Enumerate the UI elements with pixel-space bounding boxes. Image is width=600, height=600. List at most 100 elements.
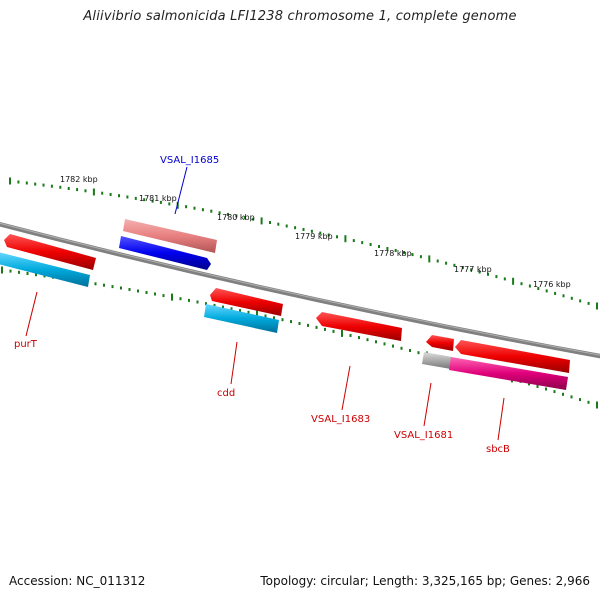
tick-mark (76, 188, 79, 192)
tick-mark (445, 261, 448, 265)
tick-mark (553, 390, 556, 394)
tick-mark (419, 255, 422, 259)
tick-mark (103, 283, 105, 287)
tick-mark (537, 287, 540, 290)
tick-mark (201, 208, 204, 212)
tick-mark (193, 206, 196, 210)
tick-mark (35, 273, 37, 277)
tick-mark (324, 327, 326, 331)
gene-sbcB[interactable] (455, 340, 570, 373)
tick-mark (143, 198, 146, 202)
tick-mark (26, 272, 29, 275)
tick-mark (417, 351, 420, 355)
tick-mark (361, 241, 364, 245)
tick-mark (411, 253, 414, 257)
tick-mark (403, 251, 406, 255)
gene-cyan-2[interactable] (204, 304, 279, 333)
tick-mark (18, 270, 20, 274)
tick-mark (126, 195, 129, 199)
tick-mark (375, 340, 377, 344)
tick-mark (394, 249, 397, 252)
genome-stats-text: Topology: circular; Length: 3,325,165 bp… (260, 574, 590, 588)
gene-VSAL_I1683[interactable] (316, 312, 402, 341)
tick-mark (235, 214, 238, 218)
tick-mark (349, 334, 352, 337)
tick-mark (205, 302, 207, 306)
gene-VSAL_I1685[interactable] (123, 219, 217, 253)
tick-mark (453, 263, 456, 267)
tick-mark (528, 284, 531, 288)
leader-VSAL_I1685 (174, 166, 188, 215)
leader-VSAL_I1683 (341, 365, 351, 411)
tick-mark (277, 222, 280, 226)
gene-purT[interactable] (4, 234, 96, 270)
gene-cyan-1[interactable] (0, 252, 90, 287)
gene-label-VSAL_I1681[interactable]: VSAL_I1681 (394, 430, 453, 441)
tick-mark (487, 272, 489, 276)
tick-mark (341, 329, 343, 337)
tick-mark (579, 398, 581, 402)
tick-mark (256, 310, 258, 318)
tick-mark (218, 211, 221, 215)
tick-mark (59, 185, 62, 189)
tick-mark (294, 226, 297, 230)
gene-label-purT[interactable]: purT (14, 339, 38, 350)
tick-mark (596, 401, 598, 409)
tick-mark (154, 292, 156, 296)
map-title: Aliivibrio salmonicida LFI1238 chromosom… (83, 9, 517, 24)
tick-mark (101, 191, 104, 195)
kbp-label: 1781 kbp (139, 194, 177, 203)
gene-blue[interactable] (119, 236, 211, 270)
tick-mark (17, 180, 20, 184)
tick-mark (260, 217, 263, 225)
tick-mark (230, 307, 233, 311)
tick-mark (196, 300, 199, 304)
tick-mark (179, 297, 182, 301)
tick-mark (239, 309, 241, 313)
tick-mark (545, 387, 547, 391)
tick-mark (461, 266, 464, 270)
tick-mark (43, 274, 46, 278)
gene-label-sbcB[interactable]: sbcB (486, 444, 510, 455)
tick-mark (470, 268, 473, 272)
tick-mark (428, 255, 431, 263)
gene-magenta[interactable] (449, 357, 568, 390)
tick-mark (570, 395, 573, 399)
tick-mark (596, 302, 598, 310)
gene-VSAL_I1681[interactable] (426, 335, 454, 351)
tick-mark (111, 285, 114, 289)
gene-label-VSAL_I1683[interactable]: VSAL_I1683 (311, 414, 370, 425)
tick-mark (545, 289, 548, 293)
tick-mark (436, 259, 439, 263)
accession-text: Accession: NC_011312 (9, 574, 146, 588)
tick-mark (358, 336, 360, 340)
tick-mark (162, 294, 165, 298)
tick-mark (409, 349, 411, 352)
tick-mark (168, 202, 171, 206)
tick-mark (554, 291, 557, 295)
tick-mark (528, 382, 530, 386)
tick-mark (562, 294, 565, 298)
tick-mark (227, 212, 229, 216)
tick-mark (50, 184, 53, 188)
tick-mark (128, 288, 131, 291)
tick-mark (290, 320, 292, 324)
leader-VSAL_I1681 (423, 382, 432, 427)
gene-label-cdd[interactable]: cdd (217, 388, 235, 399)
tick-mark (252, 217, 255, 221)
tick-mark (9, 177, 11, 185)
tick-mark (302, 228, 305, 231)
gene-label-VSAL_I1685[interactable]: VSAL_I1685 (160, 155, 219, 166)
kbp-label: 1778 kbp (374, 249, 412, 258)
tick-mark (378, 245, 380, 248)
tick-mark (171, 293, 173, 301)
gene-gray[interactable] (422, 352, 452, 369)
tick-mark (386, 247, 389, 250)
tick-mark (478, 270, 481, 274)
tick-mark (137, 289, 139, 293)
gene-cdd[interactable] (210, 288, 283, 316)
tick-mark (92, 188, 95, 196)
tick-mark (84, 189, 87, 193)
tick-mark (118, 194, 120, 198)
